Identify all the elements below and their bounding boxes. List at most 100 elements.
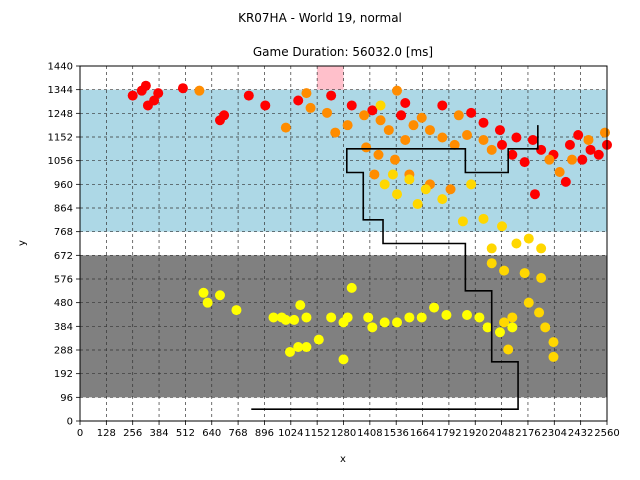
data-point (231, 305, 242, 316)
y-tick-label: 0 (67, 417, 73, 428)
x-tick-label: 1408 (357, 428, 382, 439)
x-tick-label: 1664 (410, 428, 435, 439)
x-tick-label: 1792 (436, 428, 461, 439)
data-point (437, 194, 448, 205)
data-point (486, 144, 497, 155)
path-layer (251, 125, 539, 410)
data-point (529, 189, 540, 200)
data-point (369, 169, 380, 180)
data-point (519, 157, 530, 168)
data-point (585, 144, 596, 155)
data-point (305, 102, 316, 113)
x-tick-label: 2432 (568, 428, 593, 439)
data-point (420, 184, 431, 195)
data-point (342, 120, 353, 131)
data-point (387, 169, 398, 180)
goal-region (317, 66, 344, 90)
y-tick-label: 96 (60, 393, 73, 404)
data-point (293, 95, 304, 106)
data-point (326, 312, 337, 323)
data-point (214, 290, 225, 301)
data-point (429, 302, 440, 313)
data-point (363, 312, 374, 323)
data-point (462, 309, 473, 320)
y-tick-label: 672 (54, 251, 73, 262)
data-point (379, 317, 390, 328)
data-point (268, 312, 279, 323)
data-point (276, 312, 287, 323)
x-tick-label: 128 (97, 428, 116, 439)
data-point (560, 176, 571, 187)
data-point (424, 125, 435, 136)
data-point (149, 95, 160, 106)
points-layer (127, 80, 612, 365)
data-point (534, 307, 545, 318)
data-point (573, 130, 584, 141)
data-point (416, 112, 427, 123)
data-point (523, 233, 534, 244)
trajectory-path (251, 125, 539, 410)
data-point (326, 90, 337, 101)
data-point (536, 243, 547, 254)
y-tick-label: 1344 (48, 85, 73, 96)
data-point (383, 125, 394, 136)
data-point (389, 154, 400, 165)
data-point (375, 100, 386, 111)
x-tick-label: 2176 (515, 428, 540, 439)
data-point (301, 342, 312, 353)
data-point (313, 334, 324, 345)
data-point (295, 300, 306, 311)
data-point (284, 346, 295, 357)
data-point (243, 90, 254, 101)
data-point (527, 134, 538, 145)
data-point (412, 199, 423, 210)
data-point (478, 213, 489, 224)
data-point (462, 130, 473, 141)
data-point (548, 337, 559, 348)
data-point (289, 314, 300, 325)
data-point (457, 216, 468, 227)
data-point (453, 110, 464, 121)
data-point (392, 189, 403, 200)
data-point (599, 127, 610, 138)
data-point (499, 265, 510, 276)
data-point (367, 322, 378, 333)
data-point (280, 122, 291, 133)
data-point (177, 83, 188, 94)
data-point (416, 312, 427, 323)
y-axis-label: y (17, 240, 28, 246)
data-point (441, 309, 452, 320)
data-point (519, 268, 530, 279)
data-point (361, 142, 372, 153)
data-point (392, 317, 403, 328)
data-point (342, 312, 353, 323)
x-tick-label: 2304 (542, 428, 567, 439)
data-point (497, 221, 508, 232)
data-point (400, 134, 411, 145)
data-point (511, 132, 522, 143)
data-point (140, 80, 151, 91)
data-point (503, 344, 514, 355)
x-tick-label: 768 (229, 428, 248, 439)
data-point (404, 312, 415, 323)
data-point (367, 105, 378, 116)
data-point (346, 282, 357, 293)
data-point (445, 184, 456, 195)
data-point (466, 179, 477, 190)
data-point (523, 297, 534, 308)
data-point (214, 115, 225, 126)
y-tick-label: 864 (54, 204, 73, 215)
data-point (404, 174, 415, 185)
data-point (482, 322, 493, 333)
data-point (330, 127, 341, 138)
data-point (437, 132, 448, 143)
x-tick-label: 896 (255, 428, 274, 439)
chart-title: Game Duration: 56032.0 [ms] (253, 45, 433, 59)
x-tick-label: 512 (176, 428, 195, 439)
figure-suptitle: KR07HA - World 19, normal (238, 11, 402, 25)
data-point (392, 85, 403, 96)
y-tick-label: 1056 (48, 156, 73, 167)
data-point (153, 88, 164, 99)
data-point (536, 273, 547, 284)
